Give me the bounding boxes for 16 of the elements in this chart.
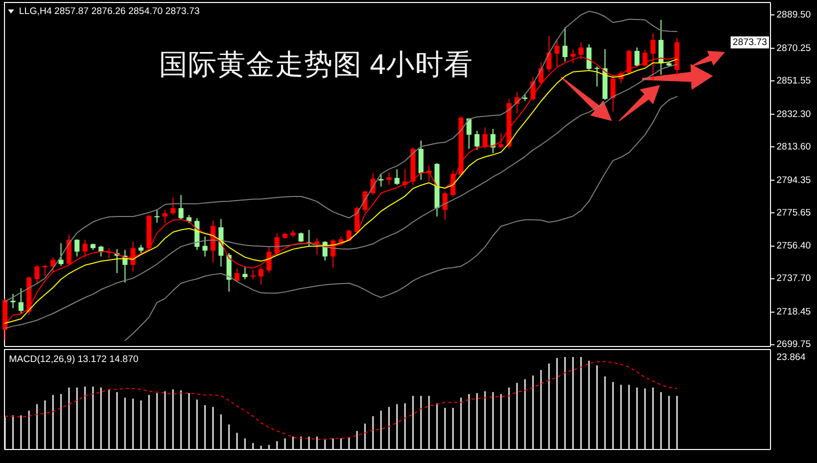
- title: MACD(12,26,9) 13.172 14.870: [9, 354, 138, 365]
- y-tick-label: 2775.65: [776, 207, 811, 218]
- subtitle: LLG,H4 2857.87 2876.26 2854.70 2873.73: [19, 6, 200, 17]
- y-tick-label: 2756.40: [776, 240, 811, 252]
- y-tick-label: 2832.30: [776, 108, 811, 120]
- y-tick-label: 2870.25: [776, 42, 811, 54]
- y-tick-label: 2699.75: [776, 339, 811, 350]
- y-tick-label: 2718.45: [776, 306, 811, 318]
- title: 国际黄金走势图 4小时看: [159, 49, 473, 81]
- y-tick-label: 2851.55: [776, 75, 811, 86]
- y-tick-label: 2794.35: [776, 174, 811, 186]
- y-tick-label: 2737.70: [776, 273, 811, 284]
- annotation: 23.864: [776, 352, 806, 363]
- y-tick-label: 2813.60: [776, 141, 811, 152]
- y-tick-label: 2889.50: [776, 9, 811, 20]
- annotation: 2873.73: [732, 36, 767, 48]
